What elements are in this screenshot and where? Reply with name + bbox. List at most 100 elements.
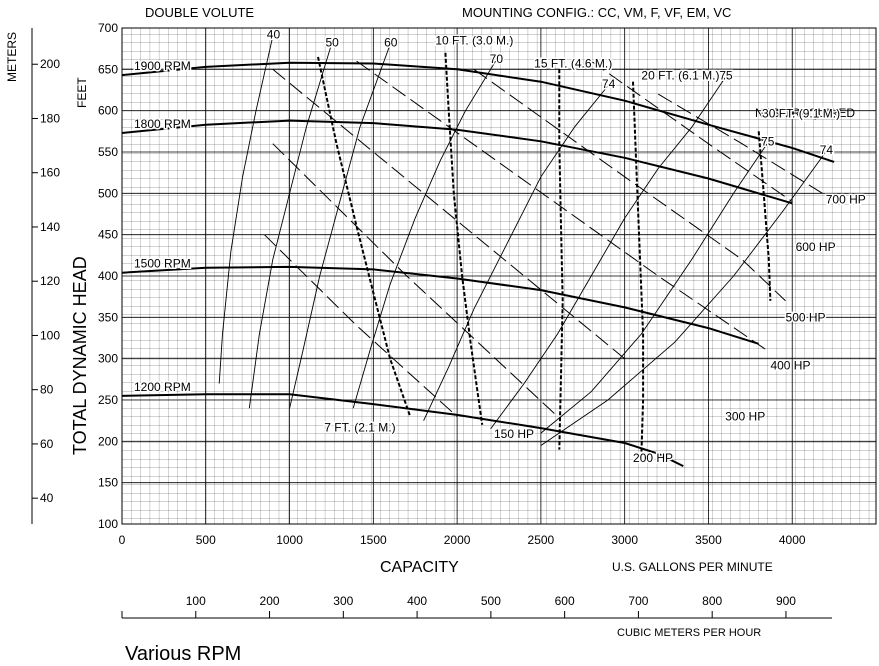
m3h-tick-label: 400 [407,594,427,608]
efficiency-curve [218,36,274,384]
efficiency-label: 50 [325,36,339,50]
efficiency-curve [352,60,496,409]
efficiency-label: 75 [719,69,733,83]
y-axis-label: TOTAL DYNAMIC HEAD [70,256,90,455]
rpm-curve [121,61,835,163]
efficiency-curve [540,143,768,434]
hp-line [473,68,786,302]
rpm-curve [121,393,684,467]
meters-tick-label: 100 [40,328,60,342]
hp-lines [264,60,823,417]
rpm-label: 1800 RPM [134,117,191,131]
npsh-label: 20 FT. (6.1 M.) [641,68,719,82]
x-tick-label: 500 [196,533,216,547]
m3h-tick-label: 200 [260,594,280,608]
y-tick-label: 400 [98,269,118,283]
x2-unit-label: CUBIC METERS PER HOUR [617,627,761,639]
x-unit-label: U.S. GALLONS PER MINUTE [612,560,773,574]
hp-label: 300 HP [725,410,765,424]
npsh-curve [558,69,564,450]
npsh-curves [317,52,772,454]
m3h-tick-label: 500 [481,594,501,608]
y-tick-labels: 100 150 200 250 300 350 400 450 500 550 600 650 700 [98,21,118,531]
curve-labels: 1900 RPM 1800 RPM 1500 RPM 1200 RPM 40 50 60 70… [133,26,868,467]
rpm-curves [121,61,835,467]
m3h-tick-label: 900 [776,594,796,608]
npsh-curve [444,52,484,425]
efficiency-label: 74 [602,77,616,91]
x-tick-label: 1500 [360,533,387,547]
meters-tick-label: 140 [40,220,60,234]
hp-label: 150 HP [494,427,534,441]
efficiency-curve [248,44,332,409]
hp-line [590,60,793,203]
m3h-tick-label: 600 [555,594,575,608]
hp-label: 400 HP [770,358,810,372]
hp-line [272,143,558,417]
y-tick-label: 650 [98,62,118,76]
y-tick-label: 100 [98,517,118,531]
x-tick-label: 3000 [611,533,638,547]
hp-label: 500 HP [786,310,826,324]
meters-tick-labels: 40 60 80 100 120 140 160 180 200 [32,57,60,505]
m3h-tick-label: 300 [333,594,353,608]
major-grid [122,28,876,524]
hp-label: 200 HP [633,451,673,465]
npsh-curve [632,81,645,454]
x-tick-label: 4000 [779,533,806,547]
efficiency-label: 40 [267,27,281,41]
meters-tick-label: 160 [40,166,60,180]
m3h-tick-labels: 100 200 300 400 500 600 700 800 900 [121,594,796,618]
efficiency-curve [289,44,391,409]
feet-unit-label: FEET [75,77,89,108]
y-tick-label: 500 [98,186,118,200]
y-tick-label: 550 [98,145,118,159]
chart-title-right: MOUNTING CONFIG.: CC, VM, F, VF, EM, VC [462,5,731,20]
y-tick-label: 600 [98,104,118,118]
efficiency-curve [540,151,827,446]
npsh-label: 15 FT. (4.6 M.) [534,57,612,71]
efficiency-curves [218,36,827,446]
meters-tick-label: 40 [40,491,54,505]
x-tick-label: 3500 [695,533,722,547]
efficiency-curve [423,85,609,421]
npsh-curve [757,131,772,301]
y-tick-label: 200 [98,434,118,448]
footer-label: Various RPM [125,643,241,665]
rpm-curve [121,119,793,205]
m3h-tick-label: 800 [702,594,722,608]
rpm-curve [121,265,759,345]
efficiency-label: 60 [384,36,398,50]
m3h-tick-label: 100 [186,594,206,608]
chart-title-left: DOUBLE VOLUTE [145,5,254,20]
meters-tick-label: 180 [40,111,60,125]
npsh-label: 10 FT. (3.0 M.) [435,34,513,48]
rpm-label: 1900 RPM [134,59,191,73]
hp-line [272,68,626,360]
efficiency-label: 70 [490,52,504,66]
rpm-label: 1200 RPM [134,380,191,394]
m3h-tick-label: 700 [628,594,648,608]
meters-tick-label: 80 [40,383,54,397]
meters-unit-label: METERS [5,32,19,82]
x-tick-labels: 0 500 1000 1500 2000 2500 3000 3500 4000 [119,533,806,547]
y-tick-label: 350 [98,310,118,324]
y-tick-label: 450 [98,228,118,242]
npsh-curve [317,56,412,417]
hp-label: 700 HP [826,192,866,206]
hp-line [657,93,823,194]
y-tick-label: 300 [98,352,118,366]
x-tick-label: 0 [119,533,126,547]
meters-tick-label: 120 [40,274,60,288]
meters-tick-label: 60 [40,437,54,451]
meters-tick-label: 200 [40,57,60,71]
x-tick-label: 2000 [444,533,471,547]
efficiency-label: 74 [820,143,834,157]
efficiency-curve [490,77,726,430]
efficiency-label: 75 [761,135,775,149]
y-tick-label: 250 [98,393,118,407]
y-tick-label: 150 [98,476,118,490]
npsh-label: 30 FT. (9.1 M.) [762,106,840,120]
y-tick-label: 700 [98,21,118,35]
